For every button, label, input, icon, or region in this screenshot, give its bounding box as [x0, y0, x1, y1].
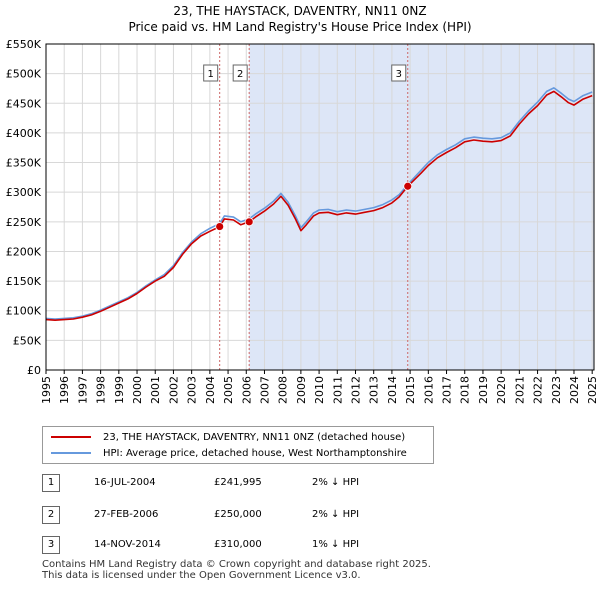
- x-tick-label: 2014: [386, 376, 399, 404]
- y-tick-label: £250K: [6, 216, 42, 229]
- y-tick-label: £450K: [6, 97, 42, 110]
- legend-label-property: 23, THE HAYSTACK, DAVENTRY, NN11 0NZ (de…: [103, 431, 406, 443]
- sale-label-box: [232, 64, 248, 82]
- x-tick-label: 2012: [350, 376, 363, 404]
- legend-item-property: 23, THE HAYSTACK, DAVENTRY, NN11 0NZ (de…: [51, 430, 405, 444]
- sale-row: 2 27-FEB-2006 £250,000 2% ↓ HPI: [42, 506, 542, 524]
- sale-hpi-diff: 1% ↓ HPI: [312, 539, 360, 550]
- x-tick-label: 2004: [204, 376, 217, 404]
- y-tick-label: £0: [27, 364, 41, 377]
- x-tick-label: 2000: [131, 376, 144, 404]
- legend-swatch-property: [51, 436, 91, 438]
- sale-row: 3 14-NOV-2014 £310,000 1% ↓ HPI: [42, 536, 542, 554]
- sale-date: 27-FEB-2006: [94, 509, 159, 520]
- y-tick-label: £500K: [6, 68, 42, 81]
- sale-hpi-diff: 2% ↓ HPI: [312, 509, 360, 520]
- x-tick-label: 2015: [404, 376, 417, 404]
- y-tick-label: £100K: [6, 305, 42, 318]
- x-tick-label: 2008: [277, 376, 290, 404]
- sale-period-shade: [249, 44, 408, 370]
- sale-point: [244, 217, 254, 227]
- legend-swatch-hpi: [51, 452, 91, 454]
- x-tick-label: 2021: [513, 376, 526, 404]
- sale-date: 16-JUL-2004: [94, 477, 156, 488]
- legend-label-hpi: HPI: Average price, detached house, West…: [103, 447, 407, 459]
- y-tick-label: £300K: [6, 186, 42, 199]
- x-tick-label: 1998: [95, 376, 108, 404]
- x-tick-label: 2020: [495, 376, 508, 404]
- y-tick-label: £350K: [6, 157, 42, 170]
- legend-item-hpi: HPI: Average price, detached house, West…: [51, 446, 407, 460]
- x-tick-label: 2023: [550, 376, 563, 404]
- x-tick-label: 2006: [240, 376, 253, 404]
- y-tick-label: £200K: [6, 245, 42, 258]
- x-tick-label: 2024: [568, 376, 581, 404]
- sale-label: 2: [237, 69, 243, 80]
- x-tick-label: 2025: [586, 376, 599, 404]
- chart-subtitle: Price paid vs. HM Land Registry's House …: [128, 20, 472, 34]
- sale-price: £250,000: [214, 509, 262, 520]
- x-tick-label: 2010: [313, 376, 326, 404]
- x-tick-label: 1996: [58, 376, 71, 404]
- sale-price: £310,000: [214, 539, 262, 550]
- x-tick-label: 2001: [149, 376, 162, 404]
- x-tick-label: 2007: [258, 376, 271, 404]
- sale-label-box: [203, 64, 219, 82]
- sale-number-badge: 3: [42, 536, 60, 554]
- legend: 23, THE HAYSTACK, DAVENTRY, NN11 0NZ (de…: [42, 426, 434, 464]
- sale-label: 1: [207, 69, 213, 80]
- x-tick-label: 2016: [422, 376, 435, 404]
- sale-point: [403, 181, 413, 191]
- sale-label: 3: [396, 69, 402, 80]
- price-chart: £0 £50K £100K £150K £200K £250K £300K £350K £400…: [6, 38, 599, 404]
- x-tick-label: 2011: [331, 376, 344, 404]
- x-tick-label: 2003: [186, 376, 199, 404]
- sale-price: £241,995: [214, 477, 262, 488]
- y-tick-label: £400K: [6, 127, 42, 140]
- hpi-line: [45, 87, 593, 320]
- y-tick-label: £50K: [13, 334, 42, 347]
- x-tick-label: 1995: [40, 376, 53, 404]
- x-tick-label: 2018: [459, 376, 472, 404]
- x-tick-label: 2017: [441, 376, 454, 404]
- sale-number-badge: 2: [42, 506, 60, 524]
- x-tick-label: 2002: [167, 376, 180, 404]
- property-price-line: [45, 90, 593, 322]
- footer-copyright: Contains HM Land Registry data © Crown c…: [42, 559, 431, 570]
- sale-point: [215, 222, 225, 231]
- x-tick-label: 2022: [532, 376, 545, 404]
- x-tick-label: 1999: [113, 376, 126, 404]
- x-tick-label: 2013: [368, 376, 381, 404]
- chart-title: 23, THE HAYSTACK, DAVENTRY, NN11 0NZ: [173, 4, 427, 18]
- footer: Contains HM Land Registry data © Crown c…: [42, 559, 431, 581]
- sale-label-box: [391, 64, 407, 82]
- sale-number-badge: 1: [42, 474, 60, 492]
- sale-row: 1 16-JUL-2004 £241,995 2% ↓ HPI: [42, 474, 542, 492]
- sale-hpi-diff: 2% ↓ HPI: [312, 477, 360, 488]
- x-tick-label: 1997: [76, 376, 89, 404]
- sale-date: 14-NOV-2014: [94, 539, 161, 550]
- x-tick-label: 2019: [477, 376, 490, 404]
- plot-frame: [45, 43, 595, 371]
- y-tick-label: £550K: [6, 38, 42, 51]
- x-tick-label: 2005: [222, 376, 235, 404]
- footer-licence: This data is licensed under the Open Gov…: [42, 570, 361, 581]
- y-tick-label: £150K: [6, 275, 42, 288]
- x-tick-label: 2009: [295, 376, 308, 404]
